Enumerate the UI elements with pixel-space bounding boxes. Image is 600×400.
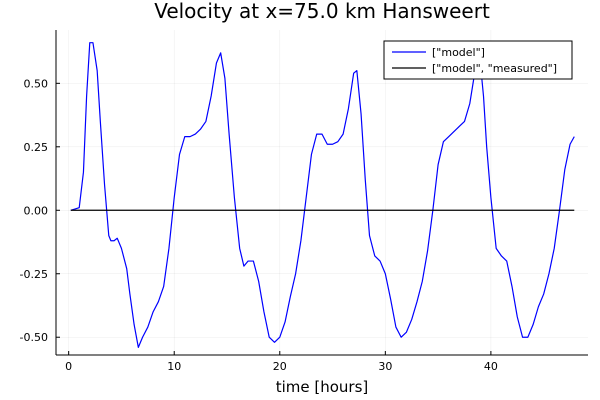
legend-box bbox=[383, 40, 573, 80]
y-tick-label-2: 0.00 bbox=[24, 204, 49, 217]
legend-label-model: ["model"] bbox=[432, 46, 485, 59]
series-lines bbox=[70, 42, 575, 348]
axes bbox=[55, 30, 588, 356]
x-axis-ticks: 0 10 20 30 40 bbox=[65, 351, 498, 373]
series-line-0 bbox=[70, 42, 575, 348]
y-tick-label-3: 0.25 bbox=[24, 141, 49, 154]
x-tick-label-2: 20 bbox=[273, 360, 287, 373]
y-tick-label-0: -0.50 bbox=[20, 331, 48, 344]
legend-label-measured: ["model", "measured"] bbox=[432, 62, 557, 75]
legend: ["model"] ["model", "measured"] bbox=[383, 40, 573, 80]
y-axis-ticks: -0.50 -0.25 0.00 0.25 0.50 bbox=[20, 77, 60, 344]
x-tick-label-0: 0 bbox=[65, 360, 72, 373]
y-tick-label-4: 0.50 bbox=[24, 77, 49, 90]
x-tick-label-4: 40 bbox=[484, 360, 498, 373]
x-tick-label-1: 10 bbox=[167, 360, 181, 373]
y-tick-label-1: -0.25 bbox=[20, 268, 48, 281]
x-tick-label-3: 30 bbox=[378, 360, 392, 373]
chart-title: Velocity at x=75.0 km Hansweert bbox=[154, 0, 490, 23]
x-axis-label: time [hours] bbox=[276, 378, 369, 396]
